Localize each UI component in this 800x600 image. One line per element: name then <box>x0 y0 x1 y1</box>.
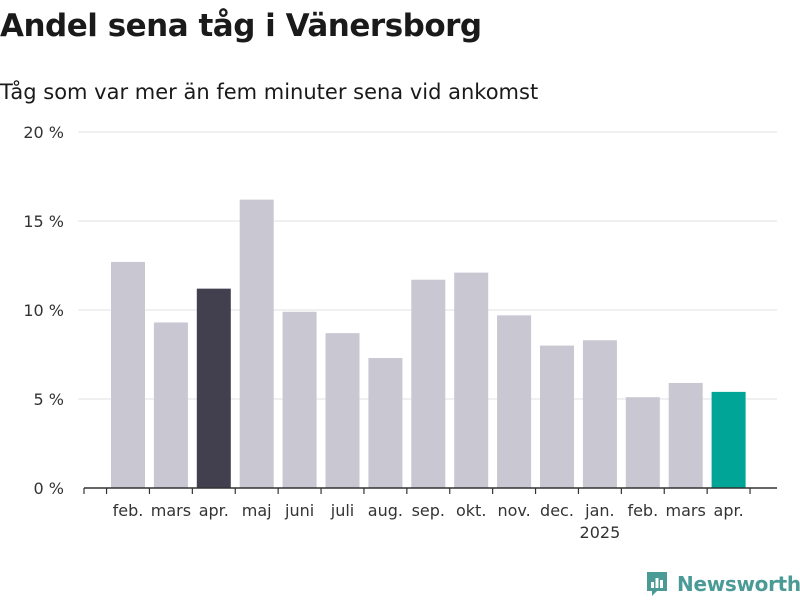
bar <box>582 340 617 488</box>
x-tick-label: nov. <box>497 501 530 520</box>
x-tick-label: sep. <box>412 501 445 520</box>
y-tick-label: 5 % <box>34 390 64 409</box>
newsworthy-icon <box>647 572 667 596</box>
bar <box>196 288 231 488</box>
bar <box>411 279 446 488</box>
bar <box>368 358 403 488</box>
brand-name: Newsworthy <box>677 572 800 596</box>
x-tick-label: okt. <box>456 501 486 520</box>
bar <box>540 345 574 488</box>
x-year-label: 2025 <box>580 523 621 542</box>
bar <box>454 272 489 488</box>
bar <box>111 261 145 488</box>
bar <box>625 397 660 488</box>
y-tick-label: 15 % <box>23 212 64 231</box>
x-tick-label: apr. <box>199 501 229 520</box>
x-tick-label: maj <box>242 501 272 520</box>
bar <box>668 382 703 488</box>
bar <box>497 315 532 488</box>
bar <box>711 391 746 488</box>
x-tick-label: aug. <box>368 501 403 520</box>
chart-subtitle: Tåg som var mer än fem minuter sena vid … <box>0 80 539 104</box>
x-tick-label: mars <box>666 501 706 520</box>
brand-logo: Newsworthy <box>645 570 800 598</box>
bar <box>239 199 274 488</box>
x-tick-label: feb. <box>627 501 658 520</box>
bar <box>282 311 317 488</box>
x-tick-label: apr. <box>714 501 744 520</box>
y-tick-label: 20 % <box>23 123 64 142</box>
y-tick-label: 10 % <box>23 301 64 320</box>
y-tick-label: 0 % <box>34 479 64 498</box>
bar <box>325 333 360 488</box>
x-tick-label: juli <box>330 501 354 520</box>
x-tick-label: mars <box>151 501 191 520</box>
bar <box>153 322 188 488</box>
x-tick-label: jan. <box>584 501 614 520</box>
bar-chart: 0 % 5 % 10 % 15 % 20 % feb. mars apr. maj juni jul… <box>23 123 777 542</box>
x-tick-label: dec. <box>540 501 574 520</box>
x-tick-label: juni <box>284 501 314 520</box>
chart-title: Andel sena tåg i Vänersborg <box>0 8 482 44</box>
x-tick-label: feb. <box>113 501 144 520</box>
